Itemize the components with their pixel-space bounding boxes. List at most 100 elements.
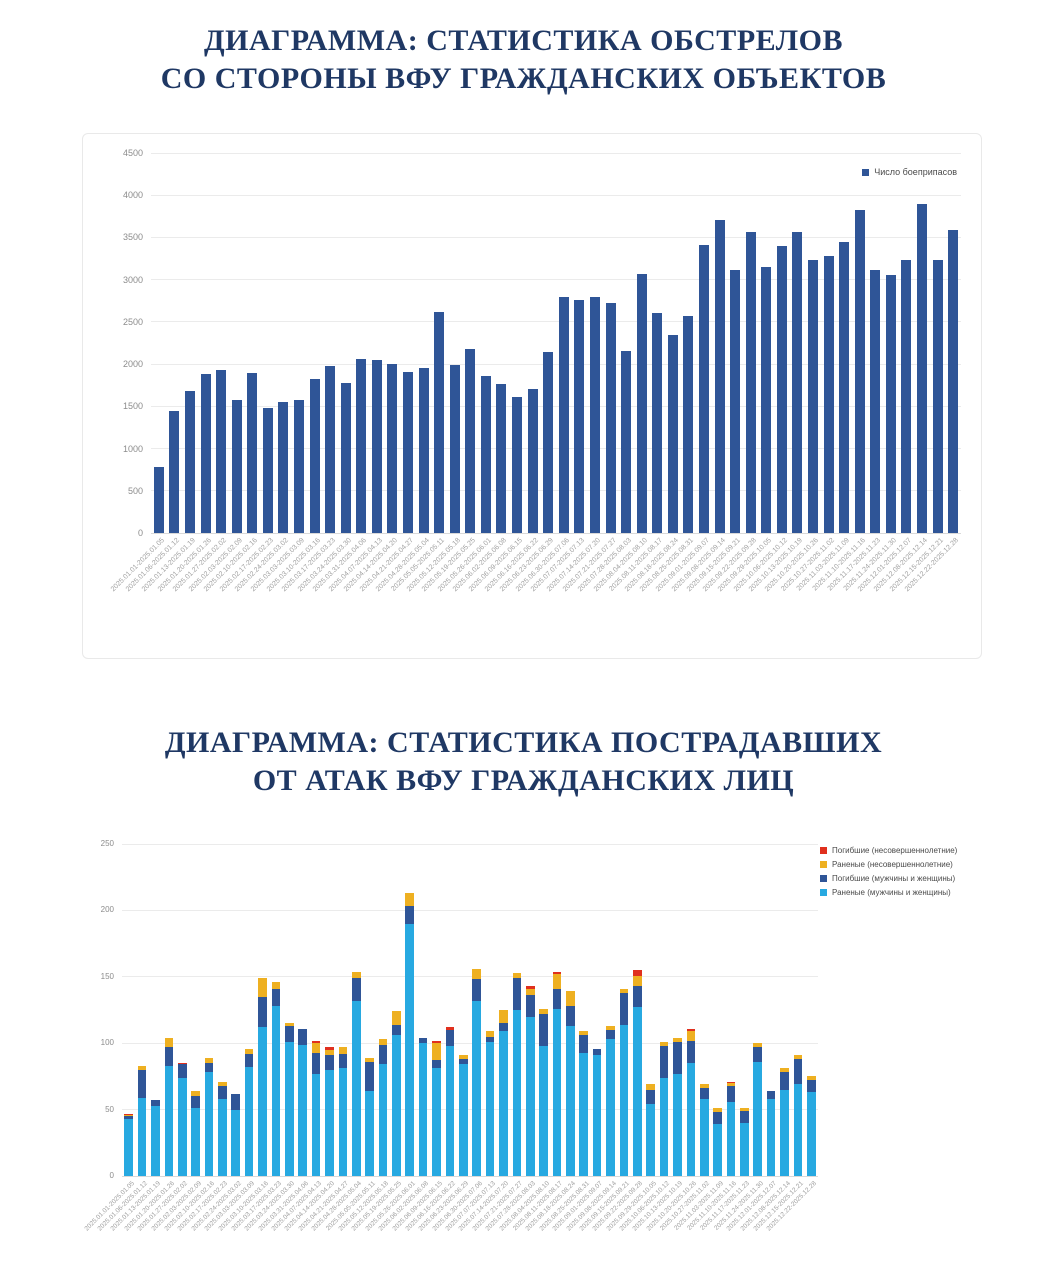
bar xyxy=(780,1068,789,1176)
bar-segment xyxy=(271,988,281,1007)
bar-segment xyxy=(753,1047,763,1062)
bar-segment xyxy=(244,1067,254,1176)
bar-segment xyxy=(191,1108,200,1176)
gridline xyxy=(151,236,961,238)
bar-segment xyxy=(673,1041,682,1074)
bar xyxy=(854,210,865,533)
bar-segment xyxy=(204,1057,214,1064)
bar-segment xyxy=(552,974,562,989)
bar-segment xyxy=(646,1089,655,1105)
bar xyxy=(434,311,445,533)
bar xyxy=(351,971,361,1176)
bar-segment xyxy=(311,1052,321,1074)
bar-segment xyxy=(124,1116,133,1119)
bar-segment xyxy=(566,1025,575,1176)
bar xyxy=(153,467,164,533)
bar-segment xyxy=(713,1108,722,1113)
bar xyxy=(311,1040,321,1176)
legend-swatch xyxy=(820,861,827,868)
bar-segment xyxy=(465,348,476,533)
bar-segment xyxy=(698,245,709,533)
y-axis-tick-label: 250 xyxy=(100,839,114,848)
bar-segment xyxy=(807,1092,816,1176)
bar xyxy=(793,1055,803,1176)
gridline xyxy=(151,279,961,281)
gridline xyxy=(122,909,818,911)
bar-segment xyxy=(652,312,663,533)
bar-segment xyxy=(766,1098,776,1176)
bar-segment xyxy=(418,1043,428,1176)
bar-segment xyxy=(726,1081,736,1084)
bar-segment xyxy=(543,352,554,533)
bar-segment xyxy=(459,1055,468,1060)
y-axis-tick-label: 0 xyxy=(137,528,143,538)
bar-segment xyxy=(606,1029,615,1040)
bar-segment xyxy=(579,1035,589,1053)
bar-segment xyxy=(356,359,367,533)
bar-segment xyxy=(525,988,535,996)
bar-segment xyxy=(686,1063,696,1176)
bar-segment xyxy=(177,1064,187,1078)
bar-segment xyxy=(325,1069,334,1176)
bar xyxy=(392,1011,401,1176)
bar-segment xyxy=(793,1059,803,1085)
bar-segment xyxy=(885,274,896,533)
bar-segment xyxy=(552,988,562,1009)
bar-segment xyxy=(633,1007,642,1176)
bar-segment xyxy=(917,203,928,533)
bar-segment xyxy=(808,260,818,533)
bar-segment xyxy=(780,1072,789,1090)
bar-segment xyxy=(184,391,195,533)
munitions-chart-legend: Число боеприпасов xyxy=(862,167,957,182)
bar xyxy=(356,359,367,533)
bar-segment xyxy=(218,1081,227,1086)
bar-segment xyxy=(164,1037,174,1048)
bar-segment xyxy=(124,1118,133,1176)
gridline xyxy=(122,976,818,978)
bar-segment xyxy=(311,1073,321,1176)
bar-segment xyxy=(351,1000,361,1176)
bar-segment xyxy=(673,1037,682,1042)
bar-segment xyxy=(686,1028,696,1032)
bar xyxy=(151,1100,160,1176)
bar-segment xyxy=(191,1091,200,1097)
bar-segment xyxy=(365,1061,374,1092)
bar-segment xyxy=(793,1055,803,1060)
legend-label: Число боеприпасов xyxy=(874,167,957,177)
bar xyxy=(652,312,663,533)
bar-segment xyxy=(124,1114,133,1117)
legend-swatch xyxy=(820,889,827,896)
y-axis-tick-label: 1000 xyxy=(122,443,143,454)
bar-segment xyxy=(686,1031,696,1041)
bar-segment xyxy=(432,1043,441,1061)
bar-segment xyxy=(378,1064,388,1176)
bar xyxy=(262,408,273,533)
bar-segment xyxy=(659,1077,669,1176)
bar xyxy=(204,1057,214,1176)
bar-segment xyxy=(298,1028,307,1045)
bar-segment xyxy=(247,372,258,533)
bar xyxy=(885,274,896,533)
bar-segment xyxy=(667,335,678,533)
bar-segment xyxy=(137,1065,147,1070)
bar xyxy=(745,231,756,533)
bar xyxy=(808,260,818,533)
legend-swatch xyxy=(820,847,827,854)
bar xyxy=(365,1057,374,1176)
bar-segment xyxy=(191,1096,200,1109)
bar-segment xyxy=(278,402,289,533)
bar xyxy=(574,299,585,533)
bar xyxy=(405,893,415,1176)
bar-segment xyxy=(177,1063,187,1065)
bar-segment xyxy=(365,1091,374,1176)
bar-segment xyxy=(485,1031,495,1037)
bar xyxy=(932,260,943,533)
gridline xyxy=(151,532,961,534)
bar-segment xyxy=(472,968,481,980)
gridline xyxy=(151,321,961,323)
bar-segment xyxy=(753,1043,763,1048)
bar xyxy=(231,400,242,533)
legend-swatch xyxy=(862,168,870,176)
bar xyxy=(901,260,912,533)
